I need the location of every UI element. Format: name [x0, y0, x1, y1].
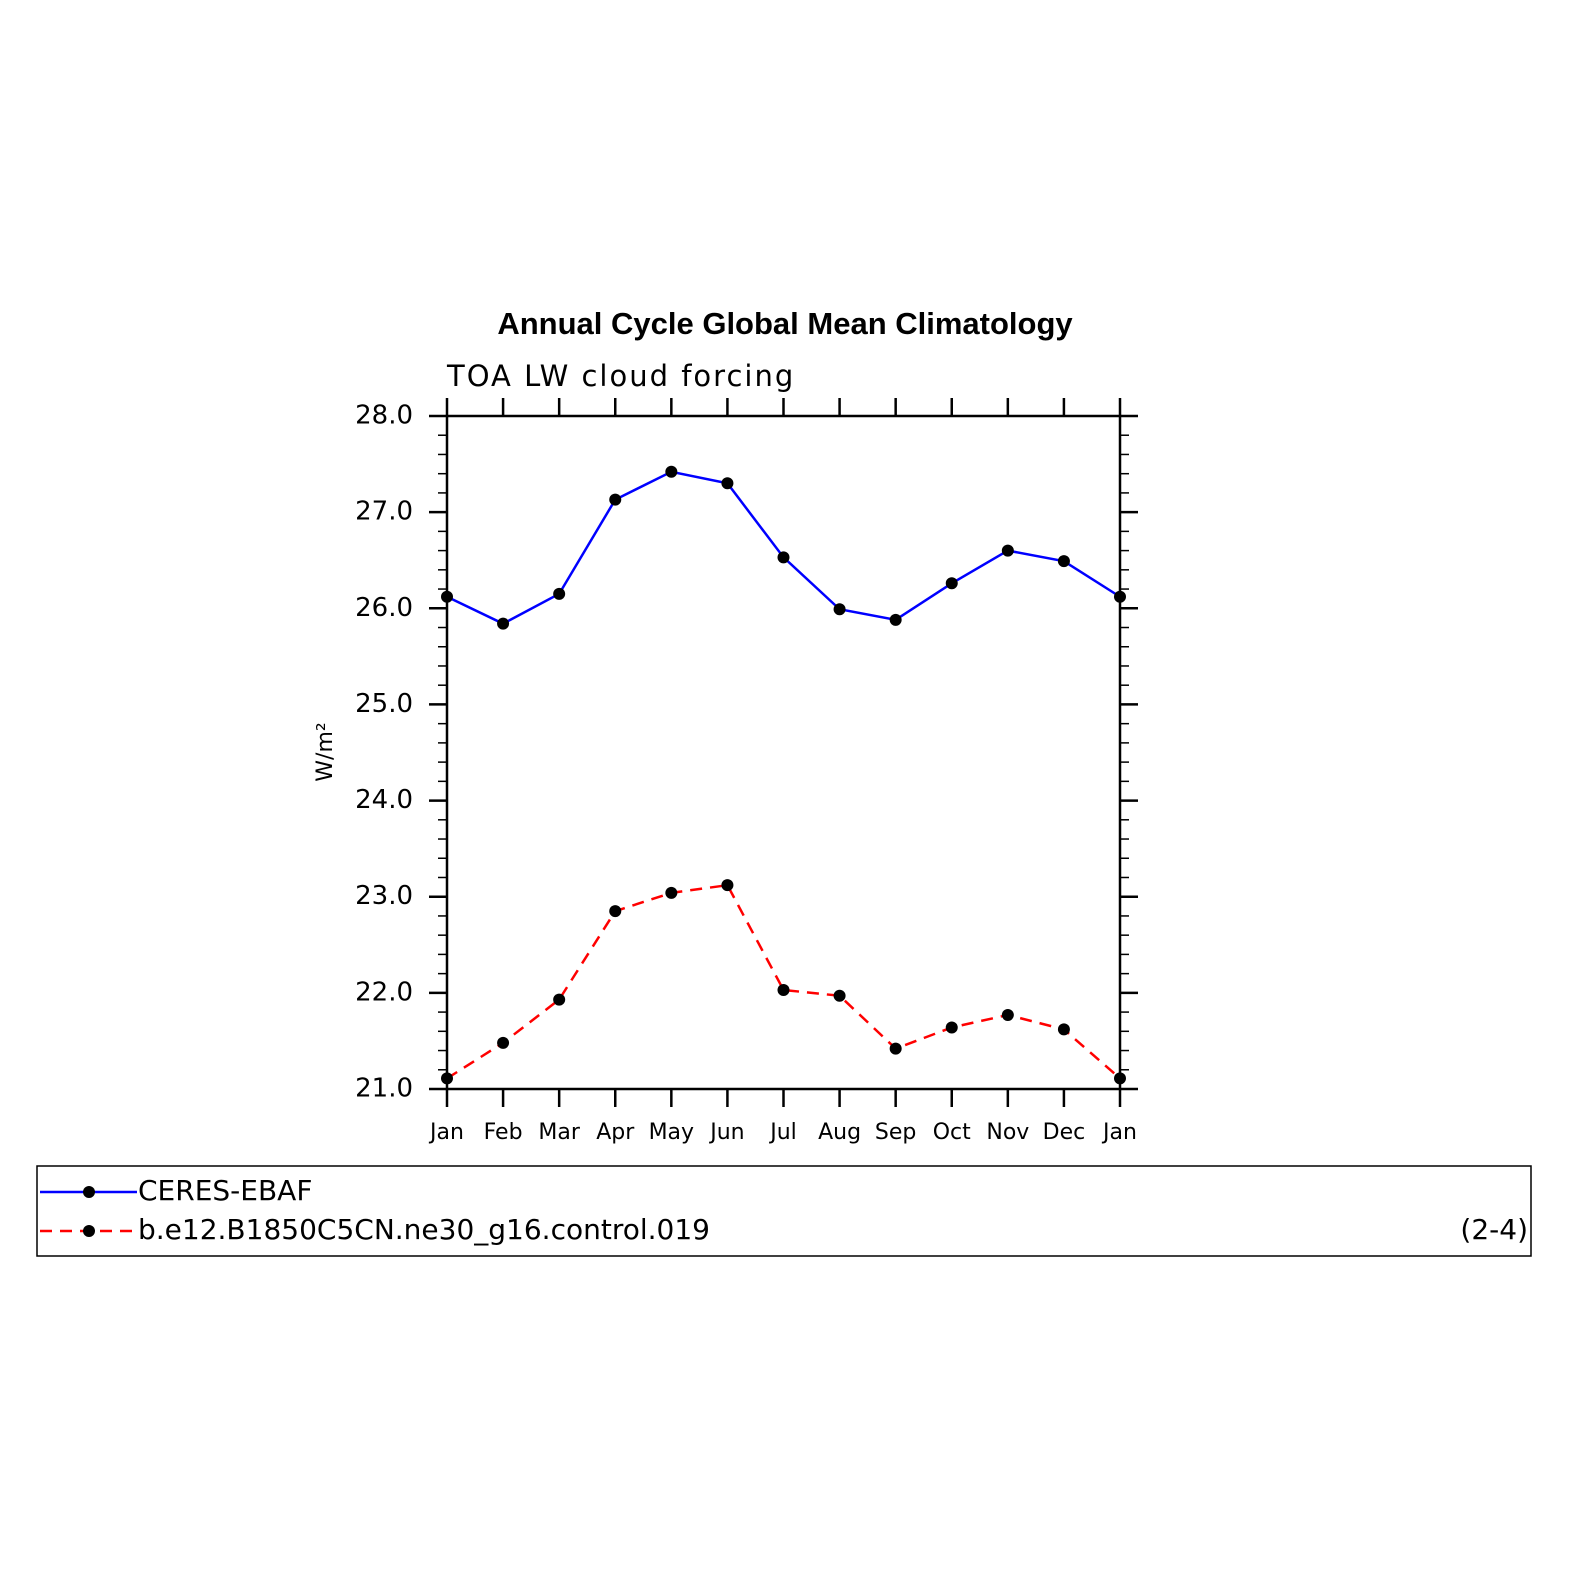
x-tick-label: Jan [1101, 1120, 1137, 1145]
data-point [1114, 590, 1126, 603]
x-tick-label: Jun [708, 1120, 744, 1145]
data-point [497, 1036, 510, 1049]
legend-label: CERES-EBAF [138, 1174, 312, 1207]
data-point [609, 905, 622, 918]
data-point [945, 1021, 958, 1034]
data-point [665, 886, 678, 899]
data-point [889, 613, 902, 626]
x-tick-label: Nov [986, 1120, 1029, 1145]
data-point [1114, 1072, 1126, 1085]
data-point [777, 983, 790, 996]
legend-label: b.e12.B1850C5CN.ne30_g16.control.019 [138, 1213, 710, 1246]
y-tick-label: 22.0 [355, 977, 413, 1007]
x-tick-label: Mar [538, 1120, 580, 1145]
y-tick-label: 23.0 [355, 881, 413, 911]
x-tick-label: Aug [818, 1120, 861, 1145]
annotation: (2-4) [1460, 1213, 1528, 1246]
x-tick-label: Dec [1043, 1120, 1086, 1145]
y-tick-label: 21.0 [355, 1074, 413, 1104]
y-axis-label: W/m² [313, 722, 338, 781]
data-point [441, 590, 453, 603]
x-tick-label: May [649, 1120, 694, 1145]
chart-title: Annual Cycle Global Mean Climatology [497, 306, 1073, 341]
data-point [945, 577, 958, 590]
y-tick-label: 26.0 [355, 593, 413, 623]
data-point [609, 493, 622, 506]
data-point [833, 989, 846, 1002]
data-point [497, 617, 510, 630]
legend-box [36, 1165, 1532, 1257]
series-line [446, 883, 1121, 1080]
data-point [721, 477, 734, 490]
series-line [446, 470, 1121, 626]
data-point [1001, 1008, 1014, 1021]
data-point [1057, 1023, 1070, 1036]
data-point [553, 993, 566, 1006]
data-point [441, 1072, 453, 1085]
data-point [889, 1042, 902, 1055]
x-tick-label: Sep [875, 1120, 916, 1145]
x-tick-label: Oct [933, 1120, 971, 1145]
data-point [665, 465, 678, 478]
data-point [1001, 544, 1014, 557]
legend-marker [83, 1186, 95, 1198]
x-tick-label: Jul [768, 1120, 797, 1145]
data-point [777, 551, 790, 564]
x-tick-label: Apr [596, 1120, 635, 1145]
chart-subtitle: TOA LW cloud forcing [446, 359, 795, 393]
y-tick-label: 27.0 [355, 497, 413, 527]
y-tick-label: 25.0 [355, 689, 413, 719]
data-point [833, 603, 846, 616]
x-tick-label: Jan [428, 1120, 464, 1145]
data-point [553, 587, 566, 600]
x-tick-label: Feb [484, 1120, 523, 1145]
legend-marker [83, 1225, 95, 1237]
y-tick-label: 24.0 [355, 785, 413, 815]
data-point [721, 879, 734, 892]
data-point [1057, 555, 1070, 568]
y-tick-label: 28.0 [355, 401, 413, 431]
